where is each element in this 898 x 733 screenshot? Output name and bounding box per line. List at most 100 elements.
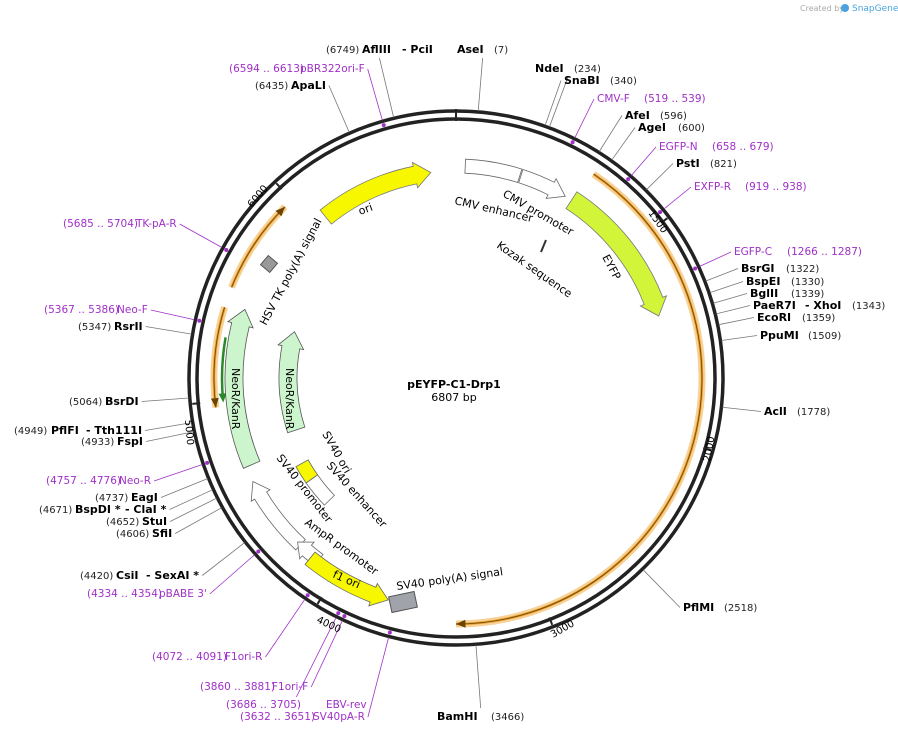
- site-position: (4949): [14, 426, 47, 437]
- leader-line: [144, 422, 192, 431]
- enzyme-label: (4737) EagI: [95, 491, 158, 504]
- leader-line: [544, 80, 562, 126]
- enzyme-name: SnaBI: [564, 74, 600, 87]
- enzyme-label: BspEI (1330): [746, 275, 824, 288]
- primer-text: pBR322ori-F: [300, 63, 365, 75]
- primer-site: [197, 318, 202, 323]
- feature-arrow: [305, 474, 335, 506]
- enzyme-name: PpuMI: [760, 329, 799, 342]
- enzyme-name: - PciI: [402, 43, 433, 56]
- primer-text: (658 .. 679): [712, 141, 774, 153]
- primer-text: pBABE 3': [159, 588, 207, 600]
- primer-text: (4757 .. 4776): [46, 475, 121, 487]
- enzyme-label: AclI (1778): [764, 405, 830, 418]
- primer-text: (519 .. 539): [644, 93, 706, 105]
- feature-label: ori: [357, 201, 375, 218]
- primer-text: (4072 .. 4091): [152, 651, 227, 663]
- enzyme-label: (4606) SfiI: [116, 527, 172, 540]
- primer-site: [570, 140, 575, 145]
- enzyme-label: (4420) CsiI - SexAI *: [80, 569, 199, 582]
- primer-label: (5685 .. 5704)TK-pA-R: [63, 218, 177, 230]
- enzyme-name: StuI: [142, 515, 167, 528]
- site-position: (5064): [69, 397, 102, 408]
- primer-text: (4334 .. 4354): [87, 588, 162, 600]
- primer-text: CMV-F: [597, 93, 630, 105]
- enzyme-name: PflFI: [51, 424, 79, 437]
- leader-line: [709, 281, 744, 293]
- primer-text: (5367 .. 5386): [44, 304, 119, 316]
- site-position: (1778): [797, 407, 830, 418]
- enzyme-name: NdeI: [535, 62, 564, 75]
- site-position: (7): [494, 45, 508, 56]
- enzyme-name: AflIII: [362, 43, 391, 56]
- enzyme-label: BamHI (3466): [437, 710, 524, 723]
- enzyme-label: SnaBI (340): [564, 74, 637, 87]
- site-position: (1359): [802, 313, 835, 324]
- primer-text: F1ori-R: [225, 651, 262, 663]
- leader-line: [631, 146, 657, 176]
- leader-line: [642, 569, 681, 608]
- feature-arrow: [224, 308, 261, 469]
- arrow-head: [456, 619, 466, 628]
- ring-tick: [316, 596, 323, 605]
- primer-label: (4334 .. 4354)pBABE 3': [87, 588, 207, 600]
- enzyme-name: BspEI: [746, 275, 780, 288]
- leader-line: [646, 163, 674, 190]
- enzyme-name: BglII: [750, 287, 778, 300]
- primer-label: (6594 .. 6613)pBR322ori-F: [229, 63, 365, 75]
- enzyme-name: - XhoI: [805, 299, 841, 312]
- primer-text: F1ori-F: [272, 681, 308, 693]
- primer-site: [626, 177, 631, 182]
- leader-line: [153, 464, 203, 482]
- leader-line: [549, 76, 569, 127]
- enzyme-label: NdeI (234): [535, 62, 601, 75]
- enzyme-name: FspI: [117, 435, 143, 448]
- leader-line: [611, 127, 636, 161]
- enzyme-name: EcoRI: [757, 311, 791, 324]
- ring-tick-label: 6000: [246, 183, 271, 210]
- primer-text: Neo-F: [117, 304, 148, 316]
- leader-line: [598, 115, 623, 152]
- site-position: (4606): [116, 529, 149, 540]
- enzyme-label: (4671) BspDI * - ClaI *: [39, 503, 167, 516]
- site-position: (3466): [491, 712, 524, 723]
- site-position: (821): [710, 159, 737, 170]
- enzyme-name: BsrDI: [105, 395, 139, 408]
- enzyme-name: - SexAI *: [146, 569, 199, 582]
- primer-label: (5367 .. 5386)Neo-F: [44, 304, 148, 316]
- enzyme-name: AseI: [457, 43, 484, 56]
- site-position: (234): [574, 64, 601, 75]
- leader-line: [145, 431, 194, 442]
- ring-tick-label: 2000: [702, 436, 717, 463]
- leader-line: [574, 98, 595, 138]
- enzyme-name: CsiI: [116, 569, 138, 582]
- site-position: (4737): [95, 493, 128, 504]
- enzyme-label: AgeI (600): [638, 121, 705, 134]
- primer-label: (3860 .. 3881)F1ori-F: [200, 681, 308, 693]
- site-position: (340): [610, 76, 637, 87]
- enzyme-name: BamHI: [437, 710, 478, 723]
- feature-arrow: [464, 158, 523, 184]
- leaders: [141, 57, 762, 718]
- hsv-tk-box: [259, 254, 279, 274]
- primer-text: (3686 .. 3705): [226, 699, 301, 711]
- site-position: (4933): [81, 437, 114, 448]
- site-position: (600): [678, 123, 705, 134]
- feature-arrow: [565, 191, 668, 317]
- leader-line: [160, 478, 208, 498]
- primer-site: [256, 549, 261, 554]
- enzyme-label: (5064) BsrDI: [69, 395, 139, 408]
- enzyme-name: PstI: [676, 157, 700, 170]
- leader-line: [713, 293, 748, 304]
- leader-line: [477, 57, 484, 111]
- sv40-polya-box: [388, 590, 418, 614]
- primer-text: EGFP-N: [659, 141, 698, 153]
- enzyme-label: PaeR7I - XhoI (1343): [753, 299, 885, 312]
- primer-bind: [455, 173, 704, 626]
- primer-text: (3632 .. 3651): [240, 711, 315, 723]
- leader-line: [150, 309, 195, 321]
- leader-line: [328, 85, 350, 133]
- leader-line: [295, 617, 337, 698]
- primer-label: (4757 .. 4776)Neo-R: [46, 475, 151, 487]
- leader-line: [310, 620, 343, 688]
